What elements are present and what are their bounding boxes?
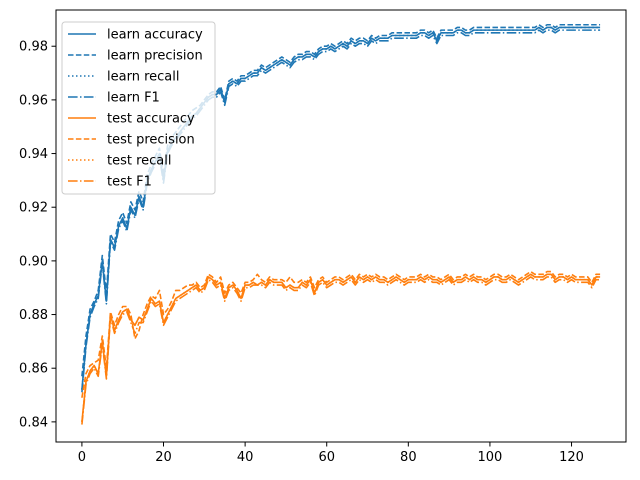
legend-label-learn-f1: learn F1: [107, 91, 160, 106]
legend-label-test-accuracy: test accuracy: [107, 112, 195, 127]
y-tick-label: 0.88: [19, 308, 48, 323]
legend-label-test-precision: test precision: [107, 133, 195, 148]
series-line-test-recall: [81, 273, 601, 422]
legend-label-test-f1: test F1: [107, 175, 152, 190]
x-tick-label: 80: [400, 450, 417, 465]
legend-label-learn-accuracy: learn accuracy: [107, 28, 203, 43]
series-line-learn-recall: [81, 26, 601, 390]
plot-frame: [55, 9, 627, 443]
legend-label-learn-recall: learn recall: [107, 70, 179, 85]
legend: learn accuracy learn precision learn recal…: [61, 21, 216, 195]
x-axis: 0 20 40 60 80 100 120: [78, 442, 584, 465]
legend-box: [61, 21, 216, 195]
y-tick-label: 0.96: [19, 93, 48, 108]
series-line-test-f1: [81, 276, 601, 425]
y-axis: 0.84 0.86 0.88 0.90 0.92 0.94 0.96 0.98: [19, 40, 56, 430]
series-line-learn-precision: [81, 23, 601, 377]
x-tick-label: 40: [237, 450, 254, 465]
legend-label-test-recall: test recall: [107, 154, 172, 169]
y-tick-label: 0.98: [19, 40, 48, 55]
series-line-test-precision: [81, 270, 601, 398]
x-tick-label: 100: [478, 450, 503, 465]
y-tick-label: 0.92: [19, 201, 48, 216]
x-tick-label: 120: [559, 450, 584, 465]
y-tick-label: 0.90: [19, 254, 48, 269]
y-tick-label: 0.94: [19, 147, 48, 162]
y-tick-label: 0.86: [19, 362, 48, 377]
x-tick-label: 60: [318, 450, 335, 465]
x-tick-label: 20: [155, 450, 172, 465]
x-tick-label: 0: [78, 450, 86, 465]
legend-label-learn-precision: learn precision: [107, 49, 203, 64]
y-tick-label: 0.84: [19, 415, 48, 430]
